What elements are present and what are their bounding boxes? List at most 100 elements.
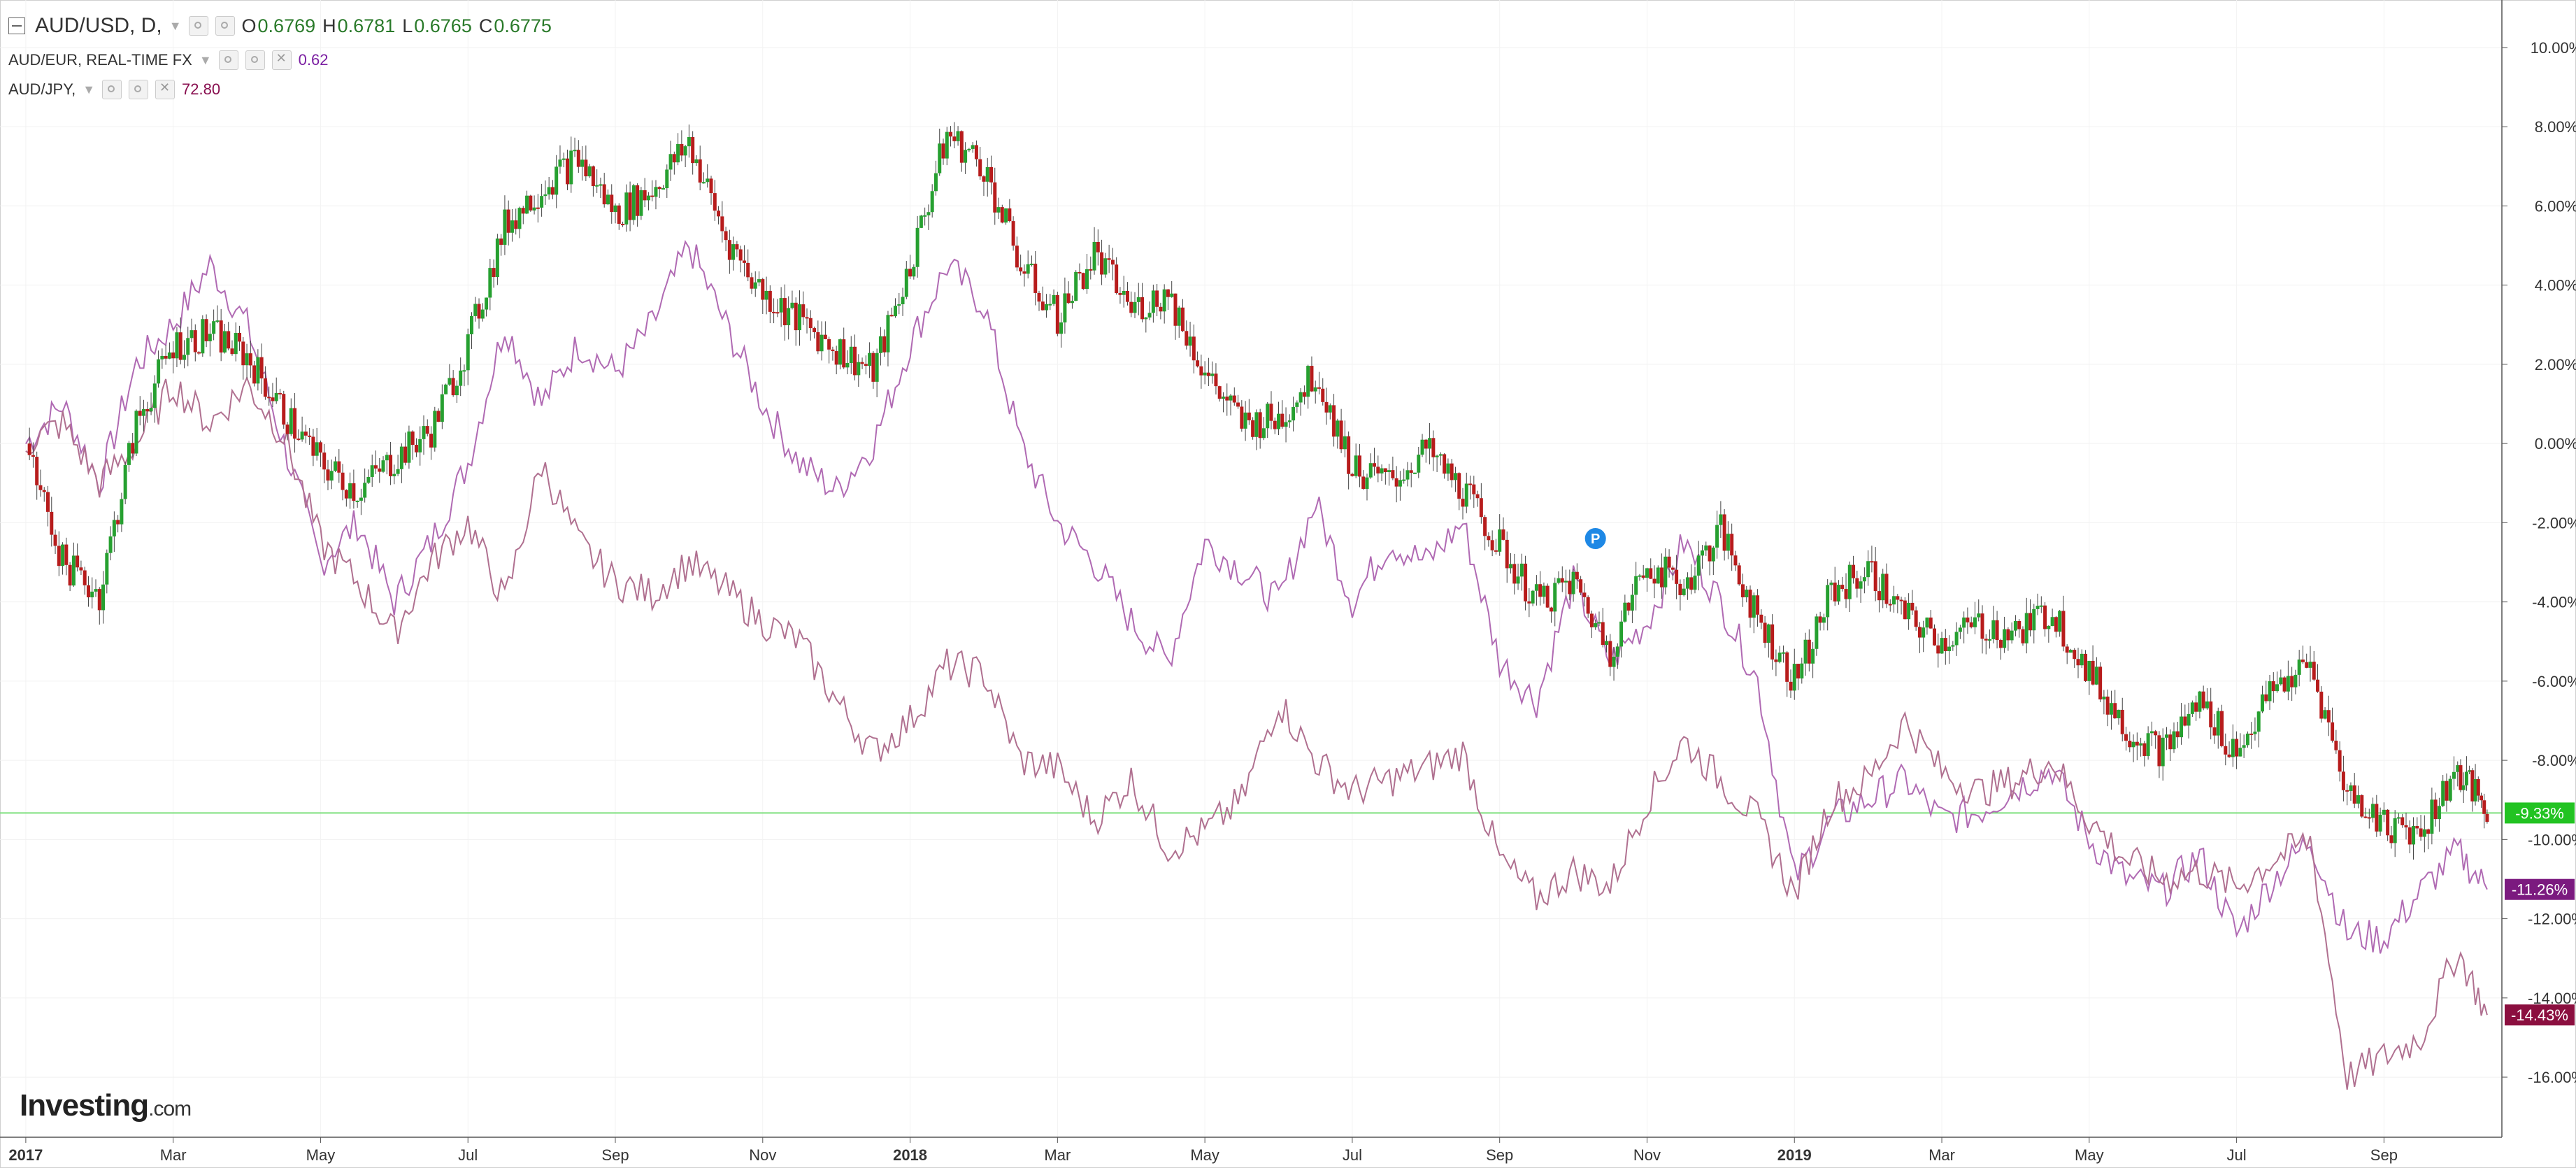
candle-body xyxy=(469,315,473,334)
candle-body xyxy=(816,332,820,352)
candle-body xyxy=(42,490,46,492)
candle-body xyxy=(86,585,90,598)
candle-body xyxy=(1240,406,1244,429)
gear-icon[interactable] xyxy=(129,80,149,99)
eye-icon[interactable] xyxy=(218,50,238,70)
candle-body xyxy=(436,411,441,422)
candle-body xyxy=(120,499,124,525)
candle-body xyxy=(1836,585,1840,601)
candle-body xyxy=(1615,646,1619,657)
candle-body xyxy=(1151,290,1155,313)
candle-body xyxy=(178,332,183,360)
event-marker[interactable]: P xyxy=(1583,527,1608,551)
candle-body xyxy=(1973,617,1977,627)
candle-body xyxy=(1295,402,1299,407)
candle-body xyxy=(525,195,529,214)
candle-body xyxy=(1910,602,1915,611)
aud-eur-symbol[interactable]: AUD/EUR, REAL-TIME FX xyxy=(8,51,192,69)
candle-body xyxy=(134,411,138,454)
candle-body xyxy=(982,176,986,182)
marker-layer[interactable]: P xyxy=(1583,527,1608,551)
candle-body xyxy=(1943,638,1947,652)
candle-body xyxy=(2253,732,2257,734)
candle-body xyxy=(805,317,809,319)
candle-body xyxy=(2073,650,2077,660)
gear-icon[interactable] xyxy=(245,50,265,70)
candle-body xyxy=(1557,578,1561,583)
candle-body xyxy=(1409,470,1413,473)
close-icon[interactable] xyxy=(155,80,176,99)
candle-body xyxy=(1803,639,1808,664)
candle-body xyxy=(2157,735,2161,767)
candle-body xyxy=(2021,629,2025,643)
candle-body xyxy=(337,461,341,473)
ohlc-high: 0.6781 xyxy=(337,15,396,36)
event-marker-circle[interactable] xyxy=(1583,527,1608,551)
chevron-down-icon[interactable]: ▼ xyxy=(169,18,182,33)
aud-jpy-symbol[interactable]: AUD/JPY, xyxy=(8,80,76,98)
candle-body xyxy=(2419,828,2423,837)
chevron-down-icon[interactable]: ▼ xyxy=(83,82,96,97)
candle-body xyxy=(1144,317,1148,320)
candle-body xyxy=(558,159,562,167)
candle-body xyxy=(687,137,691,147)
chevron-down-icon[interactable]: ▼ xyxy=(199,52,212,67)
candle-body xyxy=(175,332,179,359)
candle-body xyxy=(1917,627,1922,638)
candle-body xyxy=(1922,627,1926,638)
candle-body xyxy=(2386,809,2390,836)
candle-body xyxy=(2084,653,2088,681)
candle-body xyxy=(197,352,201,354)
collapse-icon[interactable] xyxy=(8,17,25,34)
candle-body xyxy=(834,351,838,365)
candle-body xyxy=(1800,663,1804,679)
candle-body xyxy=(1306,366,1310,397)
candle-body xyxy=(1140,297,1145,320)
ohlc-close: 0.6775 xyxy=(494,15,552,36)
candle-body xyxy=(1844,589,1848,599)
candle-body xyxy=(971,145,975,149)
candle-body xyxy=(1605,641,1609,646)
close-icon[interactable] xyxy=(271,50,292,70)
eye-icon[interactable] xyxy=(102,80,122,99)
candle-body xyxy=(61,544,65,567)
x-tick-label: Jul xyxy=(2227,1146,2247,1164)
candle-body xyxy=(1045,304,1049,311)
candle-body xyxy=(271,397,275,401)
candle-body xyxy=(2404,825,2408,828)
candle-body xyxy=(782,298,787,326)
candle-body xyxy=(1586,597,1590,614)
candle-body xyxy=(94,589,98,592)
candle-body xyxy=(1833,582,1837,601)
candle-body xyxy=(996,207,1001,213)
candle-body xyxy=(915,227,920,267)
candle-body xyxy=(2080,653,2084,666)
candle-body xyxy=(691,137,695,164)
candle-body xyxy=(1888,604,1892,606)
candle-body xyxy=(448,378,452,385)
candle-body xyxy=(1029,264,1033,266)
candle-body xyxy=(1951,645,1955,647)
candle-body xyxy=(363,483,367,498)
x-tick-label: 2018 xyxy=(893,1146,927,1164)
candle-body xyxy=(654,187,658,197)
gear-icon[interactable] xyxy=(215,16,235,36)
badge-label: -9.33% xyxy=(2515,804,2564,822)
candle-body xyxy=(1656,567,1660,584)
candle-body xyxy=(1247,412,1251,420)
candle-body xyxy=(167,352,171,359)
candle-body xyxy=(462,370,466,372)
candle-body xyxy=(407,431,411,463)
candle-body xyxy=(2407,827,2412,845)
candle-body xyxy=(1756,595,1760,615)
eye-icon[interactable] xyxy=(188,16,208,36)
candle-body xyxy=(735,244,739,250)
candle-body xyxy=(2441,781,2445,806)
candle-body xyxy=(2473,779,2477,802)
main-symbol[interactable]: AUD/USD, D, xyxy=(35,14,162,37)
candle-body xyxy=(1645,568,1649,578)
candle-body xyxy=(1092,242,1096,271)
